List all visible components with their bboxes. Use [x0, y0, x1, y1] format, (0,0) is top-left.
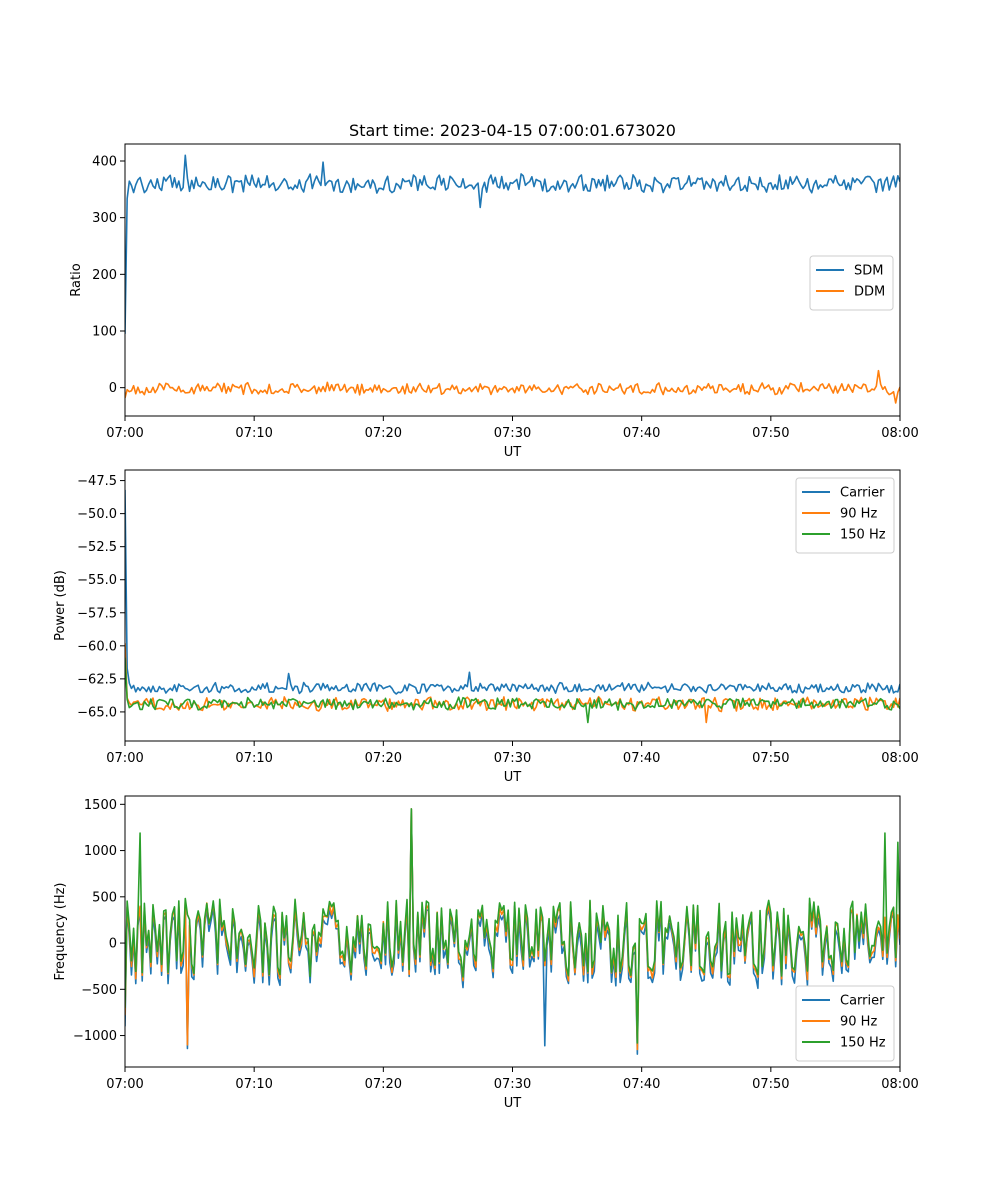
- legend-label: DDM: [854, 285, 885, 300]
- x-tick-label: 07:00: [106, 1077, 143, 1092]
- x-tick-label: 07:50: [752, 1077, 789, 1092]
- x-tick-label: 07:20: [365, 751, 402, 766]
- y-tick-label: −47.5: [77, 474, 117, 489]
- y-axis-label: Power (dB): [53, 570, 68, 641]
- y-tick-label: 0: [109, 381, 117, 396]
- x-tick-label: 08:00: [881, 1077, 918, 1092]
- y-tick-label: 100: [92, 325, 117, 340]
- x-tick-label: 07:30: [494, 426, 531, 441]
- legend-label: 90 Hz: [840, 1015, 877, 1030]
- y-tick-label: −60.0: [77, 639, 117, 654]
- x-tick-label: 07:20: [365, 1077, 402, 1092]
- y-tick-label: 0: [109, 937, 117, 952]
- legend-label: 150 Hz: [840, 528, 886, 543]
- y-tick-label: −65.0: [77, 705, 117, 720]
- x-axis-label: UT: [504, 770, 522, 785]
- y-tick-label: 400: [92, 155, 117, 170]
- figure-title: Start time: 2023-04-15 07:00:01.673020: [349, 121, 676, 140]
- x-tick-label: 07:40: [623, 426, 660, 441]
- x-tick-label: 07:40: [623, 751, 660, 766]
- x-tick-label: 07:10: [235, 751, 272, 766]
- legend: SDM DDM: [809, 255, 894, 311]
- x-tick-label: 08:00: [881, 751, 918, 766]
- series-line-150-hz: [125, 808, 900, 1044]
- legend: Carrier 90 Hz 150 Hz: [795, 985, 895, 1062]
- y-tick-label: 500: [92, 890, 117, 905]
- x-tick-label: 07:00: [106, 751, 143, 766]
- chart-panel-1: 07:00 07:10 07:20 07:30 07:40 07:50 08:00 0 100 2…: [69, 143, 919, 460]
- y-tick-label: 300: [92, 211, 117, 226]
- legend: Carrier 90 Hz 150 Hz: [795, 477, 895, 554]
- series-line-sdm: [125, 154, 900, 334]
- x-tick-label: 07:40: [623, 1077, 660, 1092]
- y-tick-label: 1000: [84, 844, 117, 859]
- x-tick-label: 07:50: [752, 751, 789, 766]
- x-axis-label: UT: [504, 1096, 522, 1111]
- y-axis-label: Ratio: [69, 263, 84, 296]
- chart-panel-3: 07:00 07:10 07:20 07:30 07:40 07:50 08:00 −1000…: [53, 795, 919, 1111]
- x-tick-label: 07:50: [752, 426, 789, 441]
- legend-label: Carrier: [840, 486, 885, 501]
- y-tick-label: −57.5: [77, 606, 117, 621]
- series-line-ddm: [125, 369, 900, 404]
- x-tick-label: 08:00: [881, 426, 918, 441]
- x-tick-label: 07:20: [365, 426, 402, 441]
- x-tick-label: 07:10: [235, 426, 272, 441]
- y-tick-label: −62.5: [77, 672, 117, 687]
- x-tick-label: 07:10: [235, 1077, 272, 1092]
- y-tick-label: 200: [92, 268, 117, 283]
- series-line-90-hz: [125, 643, 900, 724]
- series-line-carrier: [125, 489, 900, 695]
- legend-label: SDM: [854, 264, 883, 279]
- y-tick-label: −1000: [73, 1029, 117, 1044]
- x-axis-label: UT: [504, 445, 522, 460]
- legend-label: 150 Hz: [840, 1036, 886, 1051]
- legend-label: Carrier: [840, 994, 885, 1009]
- x-tick-label: 07:00: [106, 426, 143, 441]
- y-tick-label: −52.5: [77, 540, 117, 555]
- x-tick-label: 07:30: [494, 1077, 531, 1092]
- y-axis-label: Frequency (Hz): [53, 882, 68, 980]
- y-tick-label: −55.0: [77, 573, 117, 588]
- y-tick-label: −50.0: [77, 507, 117, 522]
- legend-label: 90 Hz: [840, 507, 877, 522]
- x-tick-label: 07:30: [494, 751, 531, 766]
- series-line-150-hz: [125, 657, 900, 724]
- y-tick-label: 1500: [84, 798, 117, 813]
- chart-panel-2: 07:00 07:10 07:20 07:30 07:40 07:50 08:00 −47.5…: [53, 469, 919, 785]
- y-tick-label: −500: [81, 983, 117, 998]
